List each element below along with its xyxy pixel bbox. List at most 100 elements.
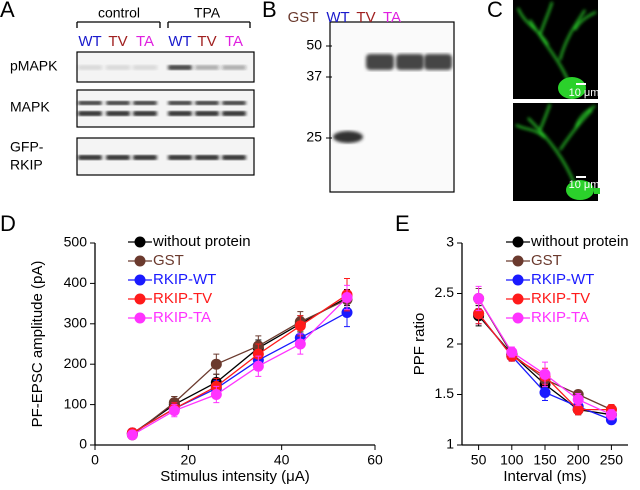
lane-label: TV xyxy=(108,33,127,50)
point xyxy=(126,429,138,441)
point xyxy=(572,394,584,406)
legend-label: RKIP-TA xyxy=(531,309,589,326)
band xyxy=(168,101,192,105)
scale-label: 10 μm xyxy=(569,179,600,191)
point xyxy=(473,293,485,305)
legend-label: without protein xyxy=(152,233,251,250)
series-line xyxy=(132,294,348,434)
axon xyxy=(594,188,600,194)
series-line xyxy=(131,296,348,435)
marker-label: 25 xyxy=(306,129,322,145)
point xyxy=(210,358,222,370)
band xyxy=(195,111,219,116)
x-axis-label: Stimulus intensity (μA) xyxy=(160,468,310,485)
soma xyxy=(558,77,586,99)
legend-label: RKIP-TA xyxy=(153,309,211,326)
lane-label: WT xyxy=(326,9,349,26)
y-axis-label: PF-EPSC amplitude (pA) xyxy=(29,261,46,428)
marker-label: 50 xyxy=(306,37,322,53)
lane-label: TV xyxy=(356,9,375,26)
x-tick-label: 0 xyxy=(91,452,99,468)
marker-label: 37 xyxy=(306,68,322,84)
row-label: pMAPK xyxy=(10,58,58,74)
lane-label: GST xyxy=(288,9,319,26)
series-line xyxy=(132,297,348,436)
lane-label: TA xyxy=(225,33,243,50)
legend-label: RKIP-TV xyxy=(153,290,212,307)
group-label: TPA xyxy=(194,5,221,21)
band xyxy=(222,65,246,70)
panel-label: D xyxy=(0,211,16,236)
row-label: RKIP xyxy=(10,157,43,173)
band xyxy=(78,155,102,160)
band xyxy=(195,155,219,160)
group-label: control xyxy=(98,5,140,21)
legend-marker xyxy=(512,236,524,248)
point xyxy=(294,338,306,350)
row-label: GFP- xyxy=(10,139,44,155)
lane-label: TA xyxy=(136,33,154,50)
band xyxy=(424,54,452,70)
y-tick-label: 1 xyxy=(446,436,454,452)
panel-label: B xyxy=(262,0,277,22)
point xyxy=(539,386,551,398)
legend-marker xyxy=(134,293,146,305)
band xyxy=(78,65,102,70)
band xyxy=(195,65,219,70)
y-tick-label: 500 xyxy=(64,234,88,250)
lane-label: WT xyxy=(78,33,101,50)
panel-label: A xyxy=(0,0,15,22)
panel-label: E xyxy=(395,211,410,236)
legend-label: without protein xyxy=(530,233,629,250)
x-tick-label: 40 xyxy=(274,452,290,468)
neuron xyxy=(515,1,597,186)
point xyxy=(294,320,306,332)
point xyxy=(539,368,551,380)
band xyxy=(133,111,157,116)
lane-label: TV xyxy=(197,33,216,50)
x-tick-label: 250 xyxy=(600,452,624,468)
legend-marker xyxy=(134,274,146,286)
band xyxy=(133,65,157,70)
legend-label: GST xyxy=(531,252,562,269)
legend-marker xyxy=(512,312,524,324)
band xyxy=(106,101,130,105)
y-tick-label: 300 xyxy=(64,315,88,331)
legend-marker xyxy=(134,312,146,324)
point xyxy=(252,360,264,372)
y-tick-label: 2.5 xyxy=(435,284,455,300)
legend-label: RKIP-WT xyxy=(153,271,216,288)
legend-label: RKIP-WT xyxy=(531,271,594,288)
legend-marker xyxy=(134,255,146,267)
band xyxy=(106,65,130,70)
lane-label: TA xyxy=(383,9,401,26)
x-tick-label: 60 xyxy=(367,452,383,468)
band xyxy=(168,111,192,116)
blot xyxy=(76,89,255,128)
scale-bar xyxy=(576,83,586,85)
point xyxy=(168,405,180,417)
band xyxy=(222,155,246,160)
band xyxy=(106,111,130,116)
point xyxy=(506,346,518,358)
band xyxy=(133,101,157,105)
band xyxy=(106,155,130,160)
point xyxy=(572,404,584,416)
band xyxy=(396,54,424,70)
legend-label: GST xyxy=(153,252,184,269)
y-tick-label: 200 xyxy=(64,355,88,371)
legend-marker xyxy=(134,236,146,248)
legend-label: RKIP-TV xyxy=(531,290,590,307)
band xyxy=(366,54,394,70)
x-tick-label: 200 xyxy=(567,452,591,468)
gel xyxy=(329,21,455,193)
band xyxy=(168,65,192,70)
row-label: MAPK xyxy=(10,99,50,115)
legend-marker xyxy=(512,255,524,267)
group-bracket xyxy=(76,21,251,28)
point xyxy=(341,292,353,304)
band xyxy=(78,101,102,105)
lane-label: WT xyxy=(168,33,191,50)
soma xyxy=(566,180,594,200)
